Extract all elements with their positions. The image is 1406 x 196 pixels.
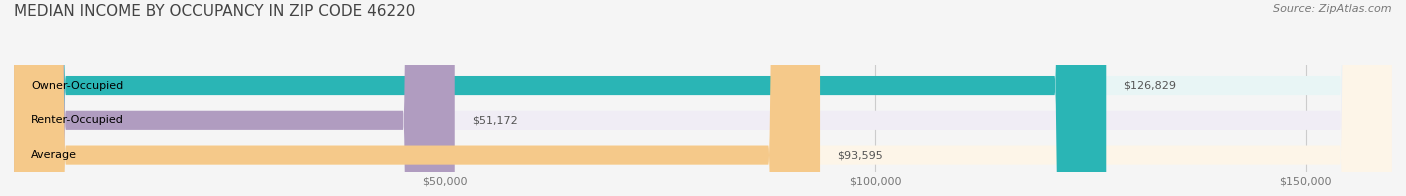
Text: $126,829: $126,829: [1123, 81, 1177, 91]
Text: Renter-Occupied: Renter-Occupied: [31, 115, 124, 125]
Text: Owner-Occupied: Owner-Occupied: [31, 81, 124, 91]
FancyBboxPatch shape: [14, 0, 1392, 196]
Text: $51,172: $51,172: [472, 115, 517, 125]
FancyBboxPatch shape: [14, 0, 1107, 196]
FancyBboxPatch shape: [14, 0, 1392, 196]
Text: $93,595: $93,595: [838, 150, 883, 160]
FancyBboxPatch shape: [14, 0, 454, 196]
FancyBboxPatch shape: [14, 0, 1392, 196]
Text: Source: ZipAtlas.com: Source: ZipAtlas.com: [1274, 4, 1392, 14]
FancyBboxPatch shape: [14, 0, 820, 196]
Text: Average: Average: [31, 150, 77, 160]
Text: MEDIAN INCOME BY OCCUPANCY IN ZIP CODE 46220: MEDIAN INCOME BY OCCUPANCY IN ZIP CODE 4…: [14, 4, 415, 19]
